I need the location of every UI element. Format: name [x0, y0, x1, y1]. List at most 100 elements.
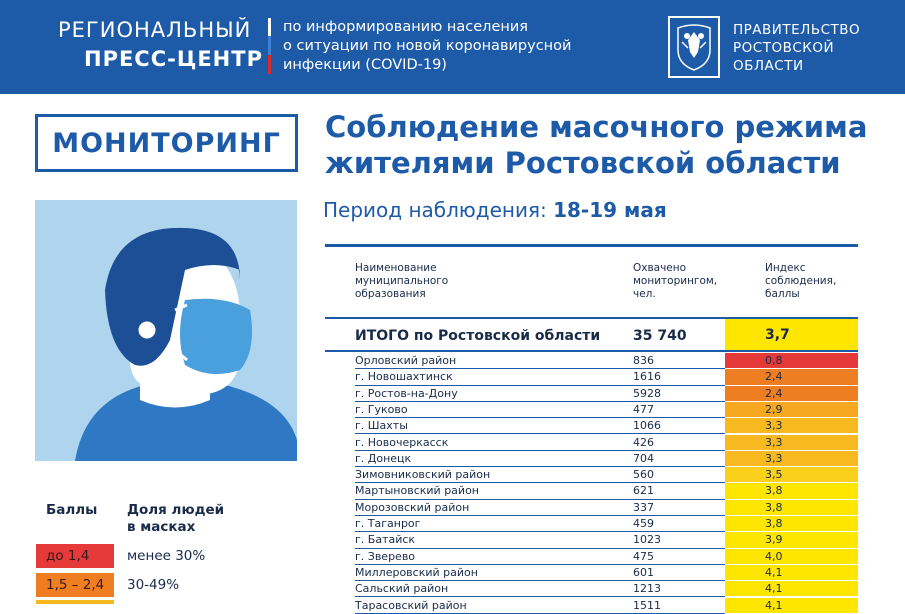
- government-name-line: РОСТОВСКОЙ: [733, 40, 835, 56]
- row-covered: 459: [633, 517, 654, 530]
- row-index: 3,5: [725, 467, 858, 483]
- row-municipality: г. Таганрог: [355, 517, 421, 530]
- observation-period: Период наблюдения: 18-19 мая: [323, 198, 667, 222]
- row-covered: 1213: [633, 582, 661, 596]
- row-municipality: г. Батайск: [355, 533, 416, 547]
- row-municipality: Сальский район: [355, 582, 449, 596]
- table-row: г. Новошахтинск 1616 2,4: [325, 369, 858, 386]
- row-municipality: г. Гуково: [355, 402, 408, 416]
- table-row: Миллеровский район 601 4,1: [325, 564, 858, 582]
- row-rule: [355, 368, 725, 370]
- row-covered: 1066: [633, 419, 661, 433]
- flag-divider: [268, 18, 271, 74]
- row-municipality: г. Донецк: [355, 451, 412, 465]
- coat-of-arms-icon: [668, 16, 720, 78]
- column-header-municipality: Наименование муниципального образования: [355, 262, 448, 301]
- table-row: Орловский район 836 0,8: [325, 353, 858, 370]
- row-rule: [355, 466, 725, 468]
- row-rule: [355, 563, 725, 565]
- row-index: 3,8: [725, 483, 858, 499]
- row-covered: 475: [633, 549, 654, 563]
- table-row: Зимовниковский район 560 3,5: [325, 467, 858, 484]
- legend-score-header: Баллы: [46, 502, 98, 518]
- row-municipality: Морозовский район: [355, 500, 470, 514]
- row-municipality: г. Ростов-на-Дону: [355, 386, 458, 400]
- row-rule: [355, 384, 725, 386]
- legend-share-red: менее 30%: [127, 548, 206, 564]
- row-municipality: Тарасовский район: [355, 598, 467, 612]
- monitoring-badge: МОНИТОРИНГ: [35, 114, 298, 172]
- row-municipality: Миллеровский район: [355, 565, 478, 579]
- page-title-line: жителями Ростовской области: [325, 146, 841, 180]
- header-subtitle-line: инфекции (COVID-19): [283, 57, 447, 73]
- column-header-covered: Охвачено мониторингом, чел.: [633, 262, 717, 301]
- row-rule: [355, 547, 725, 549]
- row-index: 4,1: [725, 581, 858, 597]
- table-row: г. Ростов-на-Дону 5928 2,4: [325, 385, 858, 402]
- legend-swatch-orange: 1,5 – 2,4: [36, 573, 114, 597]
- row-covered: 337: [633, 500, 654, 514]
- row-index: 2,4: [725, 369, 858, 385]
- row-rule: [355, 400, 725, 402]
- header-line: соблюдения,: [765, 275, 837, 287]
- row-municipality: Орловский район: [355, 354, 457, 367]
- header-banner: РЕГИОНАЛЬНЫЙ ПРЕСС-ЦЕНТР по информирован…: [0, 0, 905, 94]
- row-covered: 1511: [633, 598, 661, 612]
- row-index: 3,3: [725, 418, 858, 434]
- brand-title-line1: РЕГИОНАЛЬНЫЙ: [58, 18, 252, 42]
- government-name: ПРАВИТЕЛЬСТВО РОСТОВСКОЙ ОБЛАСТИ: [733, 21, 860, 75]
- row-covered: 704: [633, 451, 654, 465]
- total-row-name: ИТОГО по Ростовской области: [355, 328, 601, 344]
- total-row-covered: 35 740: [633, 328, 687, 344]
- masked-person-illustration: [35, 200, 297, 461]
- table-row: г. Новочеркасск 426 3,3: [325, 434, 858, 451]
- row-covered: 1616: [633, 370, 661, 384]
- row-index: 3,3: [725, 434, 858, 450]
- row-rule: [355, 433, 725, 435]
- table-row: г. Зверево 475 4,0: [325, 548, 858, 565]
- legend-swatch-amber: [36, 600, 114, 604]
- row-index: 3,9: [725, 532, 858, 548]
- row-rule: [355, 580, 725, 582]
- total-top-rule: [325, 317, 858, 319]
- header-line: чел.: [633, 288, 656, 300]
- row-index: 2,4: [725, 385, 858, 401]
- row-municipality: Зимовниковский район: [355, 468, 491, 482]
- header-subtitle-line: по информированию населения: [283, 19, 528, 35]
- row-municipality: г. Зверево: [355, 549, 416, 563]
- row-index: 3,3: [725, 450, 858, 467]
- table-row: Мартыновский район 621 3,8: [325, 483, 858, 500]
- table-row: Сальский район 1213 4,1: [325, 581, 858, 598]
- table-row: г. Таганрог 459 3,8: [325, 516, 858, 533]
- header-line: Охвачено: [633, 262, 687, 274]
- header-line: образования: [355, 288, 426, 300]
- row-rule: [355, 482, 725, 484]
- legend-share-header-line: Доля людей: [127, 502, 225, 518]
- government-name-line: ОБЛАСТИ: [733, 58, 804, 74]
- header-subtitle: по информированию населения о ситуации п…: [283, 18, 583, 75]
- row-municipality: г. Шахты: [355, 419, 408, 433]
- header-line: муниципального: [355, 275, 449, 287]
- row-index: 4,0: [725, 548, 858, 564]
- row-covered: 836: [633, 354, 654, 367]
- header-line: Индекс: [765, 262, 806, 274]
- column-header-index: Индекс соблюдения, баллы: [765, 262, 836, 301]
- row-covered: 621: [633, 484, 654, 498]
- row-covered: 560: [633, 468, 654, 482]
- row-index: 3,8: [725, 499, 858, 515]
- row-rule: [355, 417, 725, 419]
- table-row: Тарасовский район 1511 4,1: [325, 597, 858, 614]
- row-index: 4,1: [725, 597, 858, 613]
- period-label: Период наблюдения:: [323, 198, 547, 222]
- row-rule: [355, 449, 725, 451]
- header-line: баллы: [765, 288, 800, 300]
- row-index: 0,8: [725, 353, 858, 369]
- row-covered: 601: [633, 565, 654, 579]
- page-title: Соблюдение масочного режима жителями Рос…: [325, 109, 867, 181]
- row-rule: [355, 498, 725, 500]
- total-row-index: 3,7: [725, 319, 858, 350]
- row-covered: 426: [633, 435, 654, 449]
- header-subtitle-line: о ситуации по новой коронавирусной: [283, 38, 572, 54]
- table-row: Морозовский район 337 3,8: [325, 499, 858, 516]
- row-municipality: г. Новошахтинск: [355, 370, 453, 384]
